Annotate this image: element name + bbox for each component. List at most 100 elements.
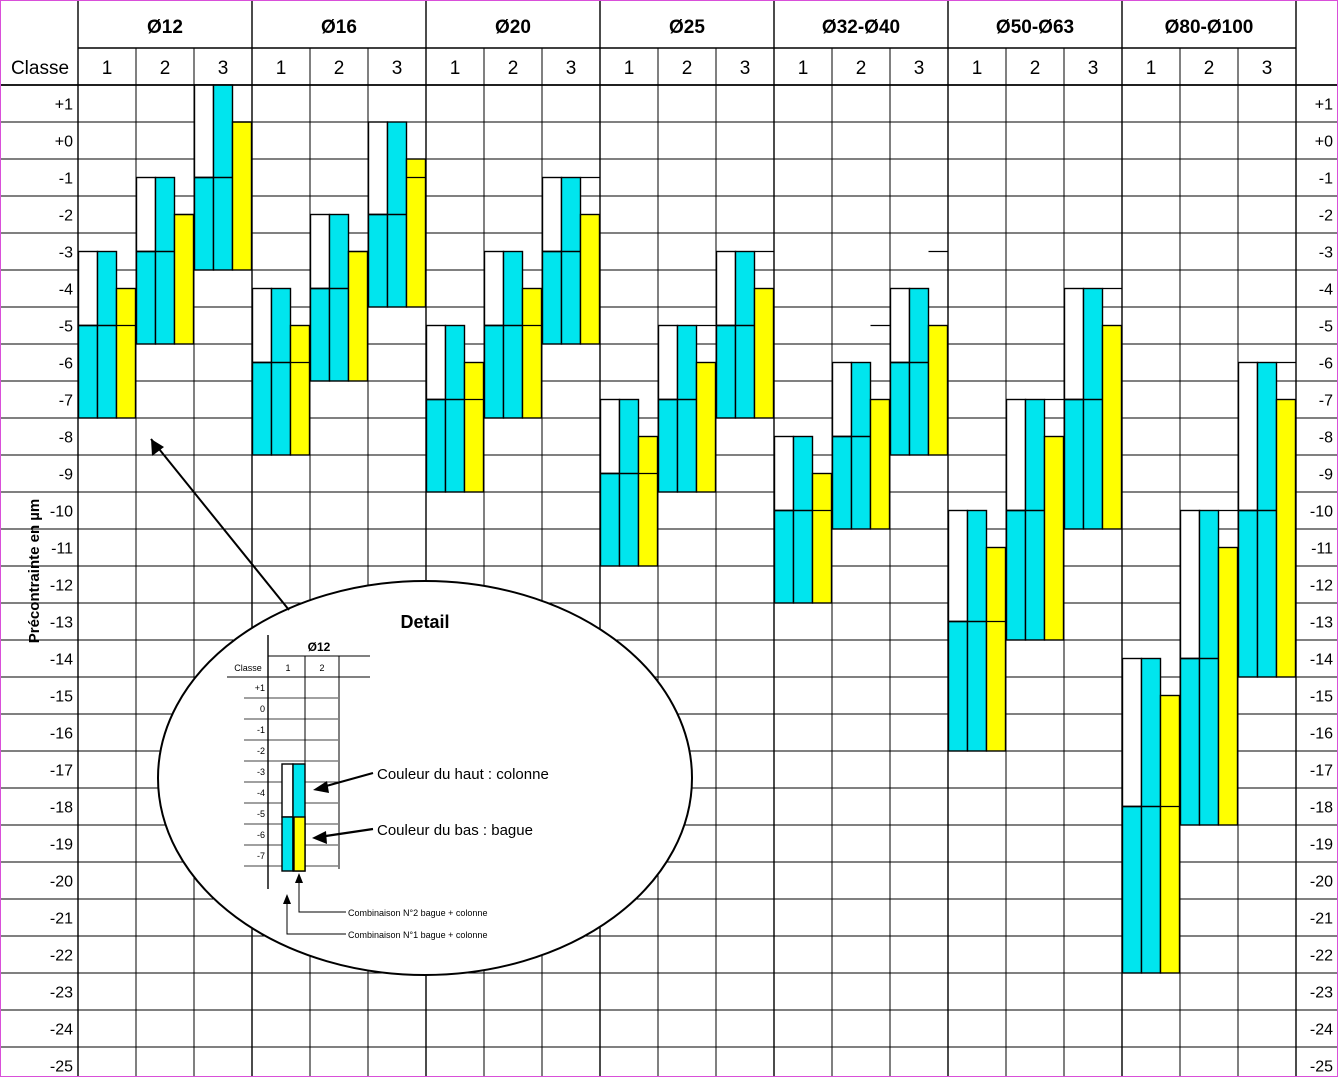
- y-tick-left: -23: [50, 985, 73, 1002]
- callout-top-arrowhead: [313, 781, 329, 793]
- mini-bar-cyan: [281, 816, 294, 872]
- column-headers: Classe Ø12 1 2 3 Ø16 1 2 3 Ø20 1 2 3 Ø25 1 2 3 Ø32-Ø40 1 2 3…: [11, 17, 1272, 79]
- bar-cyan: [96, 250, 118, 419]
- y-tick-left: +0: [55, 134, 73, 151]
- pointer-arrowhead: [151, 439, 164, 456]
- bar-white: [135, 176, 157, 253]
- group-label: Ø80-Ø100: [1165, 17, 1254, 38]
- y-tick-right: -16: [1310, 726, 1333, 743]
- bar-white: [425, 324, 447, 401]
- bar-cyan: [734, 250, 756, 419]
- mini-group-label: Ø12: [308, 640, 331, 654]
- y-tick-left: -22: [50, 948, 73, 965]
- y-tick-right: -3: [1319, 245, 1333, 262]
- y-tick-right: -17: [1310, 763, 1333, 780]
- y-tick-right: -8: [1319, 430, 1333, 447]
- y-tick-right: -15: [1310, 689, 1333, 706]
- group-label: Ø20: [495, 17, 531, 38]
- y-tick-right: -6: [1319, 356, 1333, 373]
- class-label: 3: [1088, 58, 1099, 79]
- combo-2-leader: [298, 880, 346, 913]
- bar-cyan: [560, 176, 582, 345]
- class-label: 1: [1146, 58, 1157, 79]
- y-tick-left: -11: [51, 541, 73, 558]
- bar-yellow: [1101, 324, 1123, 530]
- bar-white: [251, 287, 273, 364]
- bar-white: [1005, 398, 1027, 512]
- bar-white: [541, 176, 563, 253]
- class-label: 3: [218, 58, 229, 79]
- bar-cyan: [850, 361, 872, 530]
- y-tick-right: +1: [1315, 97, 1333, 114]
- bar-yellow: [173, 213, 195, 345]
- bar-cyan: [328, 213, 350, 382]
- bar-cyan: [1121, 805, 1143, 974]
- bar-yellow: [347, 250, 369, 382]
- class-label: 3: [914, 58, 925, 79]
- mini-tick: -1: [257, 725, 265, 735]
- bar-cyan: [1256, 361, 1278, 678]
- y-tick-right: -25: [1310, 1059, 1333, 1076]
- bar-cyan: [502, 250, 524, 419]
- bar-cyan: [792, 435, 814, 604]
- combo-1-leader: [286, 901, 346, 935]
- bar-cyan: [309, 287, 331, 382]
- y-tick-right: -12: [1310, 578, 1333, 595]
- y-tick-right: -11: [1311, 541, 1333, 558]
- y-tick-left: -25: [50, 1059, 73, 1076]
- mini-tick: -5: [257, 809, 265, 819]
- y-tick-right: -13: [1310, 615, 1333, 632]
- bar-cyan: [831, 435, 853, 530]
- y-tick-left: -1: [59, 171, 73, 188]
- mini-tick: -4: [257, 788, 265, 798]
- y-tick-right: -1: [1319, 171, 1333, 188]
- y-tick-left: -17: [50, 763, 73, 780]
- bar-cyan: [1024, 398, 1046, 641]
- bar-cyan: [657, 398, 679, 493]
- y-tick-right: -2: [1319, 208, 1333, 225]
- mini-bar-yellow: [293, 816, 306, 872]
- pointer-line: [150, 438, 290, 611]
- bar-yellow: [927, 324, 949, 456]
- bar-yellow: [1275, 398, 1297, 678]
- y-tick-right: -19: [1310, 837, 1333, 854]
- mini-class-label: 2: [319, 663, 324, 673]
- class-label: 1: [624, 58, 635, 79]
- y-tick-right: -14: [1310, 652, 1333, 669]
- bar-cyan: [444, 324, 466, 493]
- bar-cyan: [966, 509, 988, 752]
- detail-title: Detail: [400, 612, 449, 632]
- bar-yellow: [695, 361, 717, 493]
- y-tick-right: -5: [1319, 319, 1333, 336]
- mini-tick: -3: [257, 767, 265, 777]
- y-tick-left: -24: [50, 1022, 73, 1039]
- bar-cyan: [947, 620, 969, 752]
- bar-white: [1237, 361, 1259, 512]
- mini-tick: -7: [257, 851, 265, 861]
- callout-top-text: Couleur du haut : colonne: [377, 766, 549, 783]
- bar-yellow: [637, 435, 659, 567]
- bar-yellow: [869, 398, 891, 530]
- y-tick-left: -10: [50, 504, 73, 521]
- y-tick-left: -6: [59, 356, 73, 373]
- bar-white: [831, 361, 853, 438]
- bar-yellow: [405, 158, 427, 308]
- bar-yellow: [289, 324, 311, 456]
- y-tick-right: -21: [1310, 911, 1333, 928]
- group-label: Ø32-Ø40: [822, 17, 900, 38]
- bar-cyan: [1005, 509, 1027, 641]
- y-tick-left: -16: [50, 726, 73, 743]
- y-tick-left: -20: [50, 874, 73, 891]
- bar-yellow: [463, 361, 485, 493]
- y-tick-left: -7: [59, 393, 73, 410]
- bar-cyan: [618, 398, 640, 567]
- y-tick-right: -9: [1319, 467, 1333, 484]
- y-tick-left: -8: [59, 430, 73, 447]
- bar-yellow: [1159, 694, 1181, 974]
- bar-cyan: [483, 324, 505, 419]
- bar-cyan: [425, 398, 447, 493]
- combo-2-text: Combinaison N°2 bague + colonne: [348, 908, 487, 918]
- bar-yellow: [521, 287, 543, 419]
